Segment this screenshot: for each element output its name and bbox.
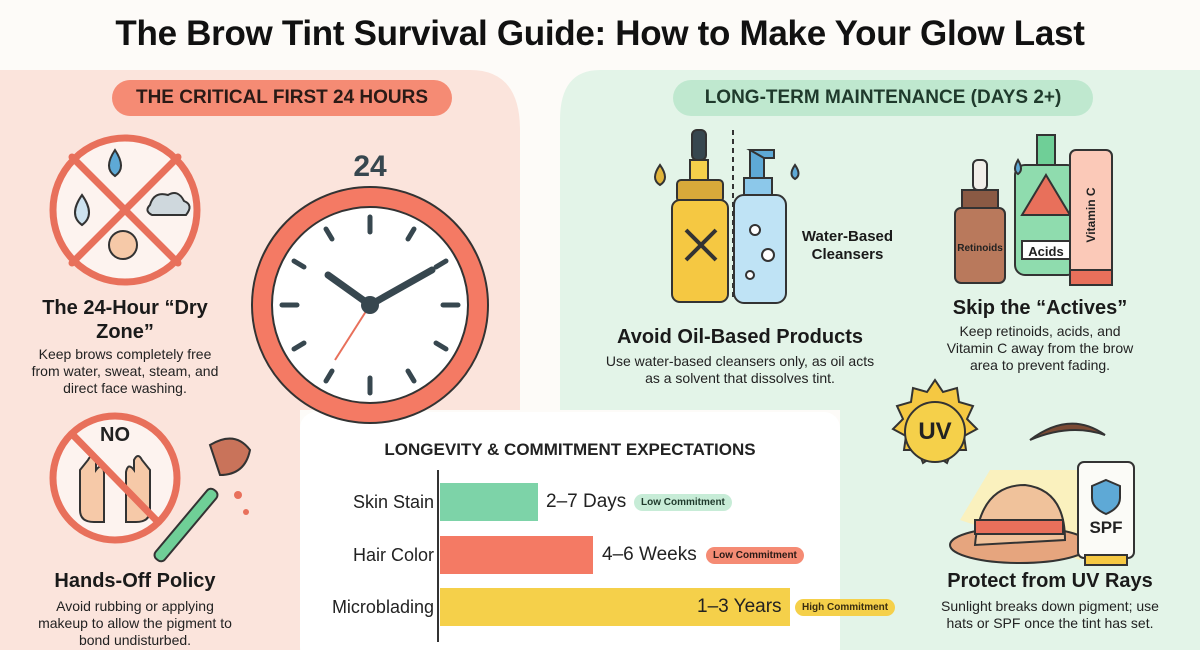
clock-icon-part-part <box>405 226 417 242</box>
clock-icon-part <box>361 296 379 314</box>
row-duration: 2–7 Days <box>546 491 627 512</box>
dry-zone-icon-part <box>108 148 122 178</box>
row-label: Hair Color <box>352 545 434 565</box>
actives-icon-part <box>954 207 1006 284</box>
hands-off-icon-part <box>243 509 249 515</box>
hands-off-icon-part <box>68 430 162 526</box>
dry-zone-icon-part <box>68 153 182 267</box>
clock-icon <box>251 186 489 424</box>
uv-icon-part <box>904 401 966 463</box>
card-description: Avoid rubbing or applying makeup to allo… <box>38 598 232 648</box>
bar <box>440 588 790 626</box>
oil-water-icon-part <box>790 163 800 181</box>
hands-off-icon <box>49 412 252 563</box>
row-duration: 4–6 Weeks <box>602 544 697 565</box>
page-title: The Brow Tint Survival Guide: How to Mak… <box>115 14 1085 53</box>
actives-icon-part <box>1014 158 1022 176</box>
clock-icon-part <box>366 266 436 309</box>
chart-title: LONGEVITY & COMMITMENT EXPECTATIONS <box>384 440 756 459</box>
clock-icon-part-part <box>433 340 449 352</box>
card-description: Sunlight breaks down pigment; use hats o… <box>941 598 1159 631</box>
clock-icon-part-part <box>323 368 335 384</box>
actives-icon-part <box>972 159 988 191</box>
oil-water-icon-part <box>745 270 755 280</box>
actives-icon-part <box>1036 134 1056 166</box>
row-label: Skin Stain <box>352 492 434 512</box>
commitment-badge: Low Commitment <box>634 494 732 511</box>
sun-label: UV <box>918 418 952 445</box>
section-pill: LONG-TERM MAINTENANCE (DAYS 2+) <box>673 80 1093 116</box>
uv-icon-part <box>1029 422 1106 441</box>
oil-water-icon-part <box>743 177 773 197</box>
oil-water-icon-part <box>691 129 707 161</box>
bar <box>440 483 538 521</box>
uv-icon-part <box>1091 478 1121 516</box>
hands-off-icon-part <box>208 437 252 477</box>
clock-label: 24 <box>353 150 387 183</box>
card-description: Keep brows completely free from water, s… <box>31 346 219 396</box>
clock-icon-part-part <box>433 258 449 270</box>
hands-off-icon-part <box>153 487 219 563</box>
commitment-badge: High Commitment <box>795 599 896 616</box>
card-title: The 24-Hour “Dry Zone” <box>42 297 208 343</box>
uv-icon <box>891 378 1135 566</box>
oil-water-icon <box>654 129 800 304</box>
commitment-badge: Low Commitment <box>706 547 804 564</box>
oil-water-icon-part <box>746 149 775 159</box>
clock-icon-part-part <box>323 226 335 242</box>
oil-water-icon-part <box>749 224 761 236</box>
clock-icon-part-part <box>291 340 307 352</box>
row-label: Microblading <box>331 597 434 617</box>
hands-off-icon-part <box>234 491 242 499</box>
clock-icon-part-part <box>291 258 307 270</box>
bottle-label: Acids <box>1021 240 1071 260</box>
clock-icon-part <box>279 214 461 396</box>
card-description: Keep retinoids, acids, and Vitamin C awa… <box>946 323 1134 373</box>
actives-icon-part <box>1069 269 1113 286</box>
oil-water-icon-part <box>676 179 724 203</box>
card-title: Hands-Off Policy <box>54 570 216 592</box>
uv-icon-part <box>1084 554 1128 566</box>
oil-water-icon-part <box>733 194 787 304</box>
card-title: Avoid Oil-Based Products <box>617 326 863 348</box>
dry-zone-icon-part <box>146 192 191 216</box>
row-duration: 1–3 Years <box>697 596 782 617</box>
oil-water-icon-part <box>761 248 775 262</box>
card-title: Protect from UV Rays <box>947 570 1153 592</box>
bottle-label: Retinoids <box>957 243 1003 254</box>
clock-icon-part-part <box>405 368 417 384</box>
oil-water-icon-part <box>654 163 666 187</box>
dry-zone-icon-part <box>108 230 138 260</box>
dry-zone-icon <box>49 134 201 286</box>
oil-water-icon-part <box>671 199 729 303</box>
dry-zone-icon-part <box>74 193 90 227</box>
oil-water-icon-part <box>689 159 709 181</box>
card-title: Skip the “Actives” <box>952 297 1128 319</box>
tube-label: SPF <box>1089 518 1123 537</box>
clock-icon-part <box>334 304 371 361</box>
bar <box>440 536 593 574</box>
section-pill: THE CRITICAL FIRST 24 HOURS <box>112 80 452 116</box>
no-sign: NO <box>100 424 130 446</box>
card-description: Use water-based cleansers only, as oil a… <box>605 353 875 386</box>
bottle-label: Water-Based Cleansers <box>801 228 894 263</box>
oil-water-icon-part <box>684 228 718 262</box>
bottle-label: Vitamin C <box>1084 187 1098 243</box>
actives-icon-part <box>1020 173 1072 216</box>
uv-icon-part <box>974 519 1064 535</box>
